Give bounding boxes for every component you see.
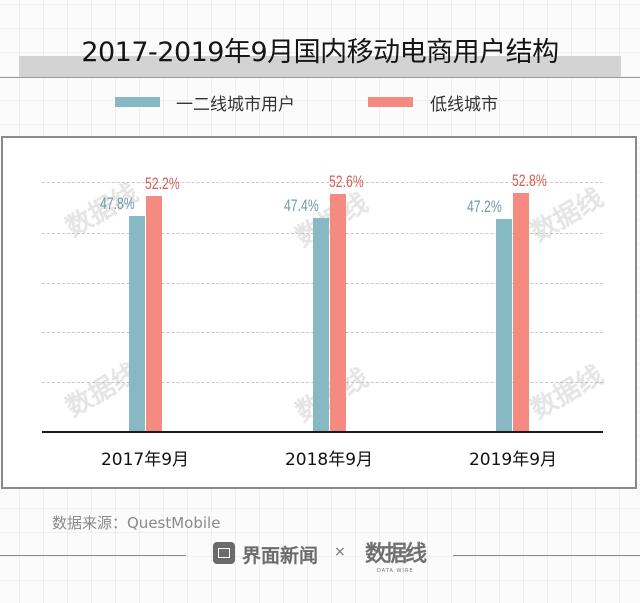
bar-tier12-0 (129, 216, 145, 432)
x-tick-2018: 2018年9月 (284, 450, 374, 470)
brand-datawire: 数据线 (365, 542, 427, 567)
x-tick-2019: 2019年9月 (468, 450, 558, 470)
bar-lowtier-1 (330, 194, 346, 432)
bar-lowtier-0 (146, 196, 162, 432)
legend-label-lowtier: 低线城市 (430, 95, 498, 115)
legend-label-tier12: 一二线城市用户 (176, 95, 295, 115)
bar-tier12-2 (496, 219, 512, 432)
chart-title: 2017-2019年9月国内移动电商用户结构 (81, 37, 559, 68)
value-label: 47.8% (100, 194, 135, 213)
footer-rule-right (453, 555, 640, 556)
bar-tier12-1 (313, 218, 329, 432)
legend-swatch-lowtier (368, 97, 413, 107)
legend-swatch-tier12 (115, 97, 160, 107)
x-tick-2017: 2017年9月 (100, 450, 190, 470)
value-label: 47.2% (467, 197, 502, 216)
brand-datawire-sub: DATA WIRE (377, 568, 414, 574)
title-band (19, 56, 621, 78)
brand-separator: × (334, 544, 346, 560)
title-rule (0, 77, 640, 78)
value-label: 52.2% (145, 174, 180, 193)
jiemian-logo-icon (213, 542, 235, 564)
bar-lowtier-2 (513, 193, 529, 432)
data-source: 数据来源：QuestMobile (52, 514, 221, 532)
value-label: 52.6% (329, 172, 364, 191)
x-axis (42, 431, 603, 433)
value-label: 47.4% (284, 196, 319, 215)
value-label: 52.8% (512, 171, 547, 190)
footer-rule-left (0, 555, 186, 556)
brand-jiemian: 界面新闻 (242, 545, 319, 567)
gridline (42, 182, 603, 183)
